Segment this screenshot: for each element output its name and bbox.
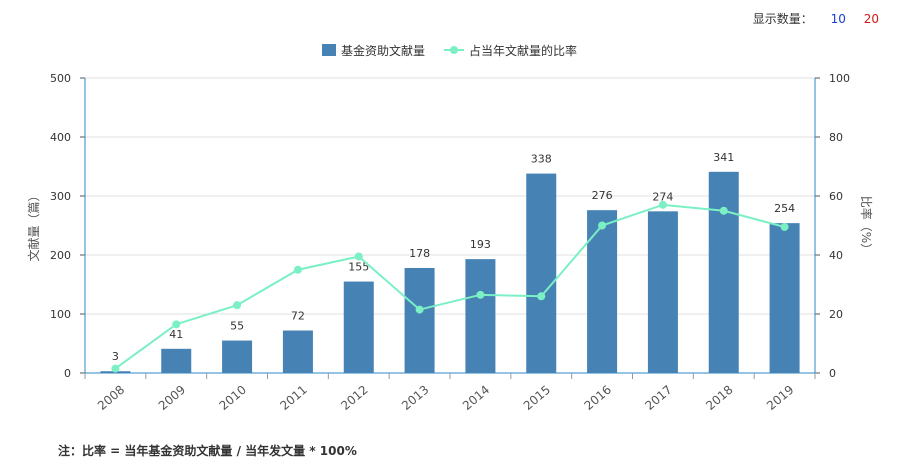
x-tick-label: 2018 [703, 383, 735, 413]
legend-line-marker [450, 46, 458, 54]
x-tick-label: 2019 [764, 383, 796, 413]
bar-value-label: 341 [713, 151, 734, 164]
legend-bar-swatch [322, 44, 336, 56]
ratio-point[interactable] [719, 206, 728, 215]
bar[interactable] [404, 267, 435, 373]
ratio-point[interactable] [293, 265, 302, 274]
ratio-point[interactable] [780, 222, 789, 231]
bar-value-label: 3 [112, 350, 119, 363]
bar[interactable] [647, 211, 678, 373]
legend-line-label[interactable]: 占当年文献量的比率 [469, 43, 577, 58]
bar[interactable] [526, 173, 557, 373]
y-tick-label: 500 [50, 72, 71, 85]
ratio-point[interactable] [658, 200, 667, 209]
y-tick-label: 300 [50, 190, 71, 203]
ratio-point[interactable] [354, 252, 363, 261]
ratio-point[interactable] [172, 320, 181, 329]
y2-tick-label: 20 [829, 308, 843, 321]
display-count-control: 显示数量： 10 20 [753, 10, 879, 27]
y-axis-title: 文献量（篇） [26, 189, 41, 261]
bar[interactable] [587, 210, 618, 373]
x-tick-label: 2011 [277, 383, 309, 413]
bar[interactable] [465, 259, 496, 373]
display-count-label: 显示数量： [752, 12, 813, 26]
y-tick-label: 0 [64, 367, 71, 380]
bar-value-label: 178 [409, 247, 430, 260]
x-tick-label: 2009 [156, 383, 188, 413]
x-tick-label: 2015 [521, 383, 553, 413]
y-tick-label: 100 [50, 308, 71, 321]
bar-value-label: 193 [470, 238, 491, 251]
y2-tick-label: 80 [829, 131, 843, 144]
x-tick-label: 2016 [582, 383, 614, 413]
y2-tick-label: 40 [829, 249, 843, 262]
x-tick-label: 2014 [460, 383, 492, 413]
y2-tick-label: 0 [829, 367, 836, 380]
bar[interactable] [708, 171, 739, 373]
ratio-point[interactable] [537, 292, 546, 301]
y2-tick-label: 60 [829, 190, 843, 203]
bar-value-label: 55 [230, 320, 244, 333]
display-count-10-option[interactable]: 10 [830, 12, 846, 26]
footnote: 注：比率 = 当年基金资助文献量 / 当年发文量 * 100% [58, 444, 357, 458]
legend-bar-label[interactable]: 基金资助文献量 [341, 43, 425, 58]
y-tick-label: 400 [50, 131, 71, 144]
bar-value-label: 72 [291, 310, 305, 323]
x-tick-label: 2012 [338, 383, 370, 413]
ratio-point[interactable] [233, 301, 242, 310]
bar-value-label: 254 [774, 202, 795, 215]
bar[interactable] [282, 330, 313, 373]
x-tick-label: 2013 [399, 383, 431, 413]
bar[interactable] [222, 340, 253, 373]
bar[interactable] [343, 281, 374, 373]
ratio-point[interactable] [476, 290, 485, 299]
ratio-point[interactable] [598, 221, 607, 230]
y2-axis-title: 比率（%） [859, 196, 874, 255]
ratio-line [114, 203, 785, 370]
bar[interactable] [161, 348, 192, 373]
x-tick-label: 2017 [642, 383, 674, 413]
y2-tick-label: 100 [829, 72, 850, 85]
bar-value-label: 274 [652, 190, 673, 203]
bar-value-label: 155 [348, 261, 369, 274]
bar-value-label: 276 [592, 189, 613, 202]
ratio-point[interactable] [415, 305, 424, 314]
y-tick-label: 200 [50, 249, 71, 262]
x-tick-label: 2008 [95, 383, 127, 413]
bar[interactable] [769, 223, 800, 373]
bar-value-label: 338 [531, 153, 552, 166]
ratio-point[interactable] [111, 364, 120, 373]
bar-value-label: 41 [169, 328, 183, 341]
x-tick-label: 2010 [217, 383, 249, 413]
display-count-20-option[interactable]: 20 [863, 12, 879, 26]
